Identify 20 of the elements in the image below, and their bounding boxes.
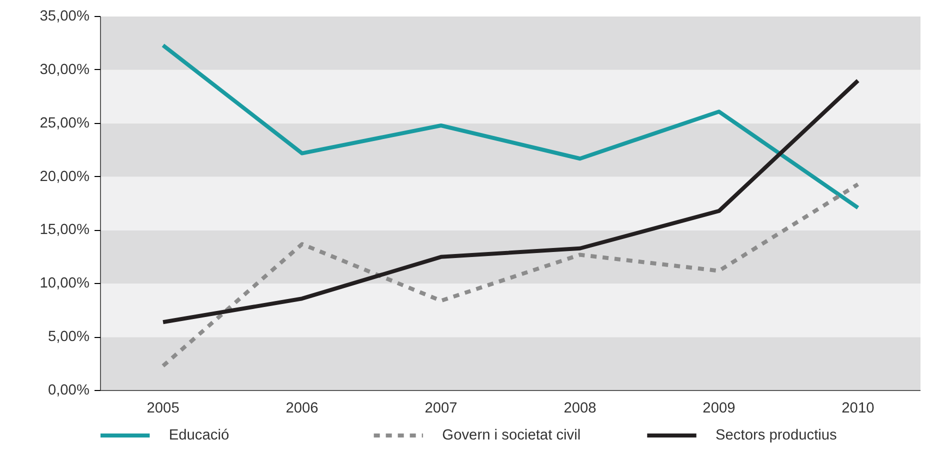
y-tick-label: 5,00% xyxy=(48,329,90,346)
y-tick-label: 0,00% xyxy=(48,382,90,398)
x-tick-label: 2008 xyxy=(564,400,596,416)
y-tick-label: 25,00% xyxy=(40,115,90,132)
x-tick-label: 2006 xyxy=(286,400,318,416)
x-tick-label: 2010 xyxy=(842,400,874,416)
y-tick-label: 10,00% xyxy=(40,276,90,292)
legend-label: Sectors productius xyxy=(716,428,837,444)
y-tick-label: 20,00% xyxy=(40,168,90,185)
legend-label: Govern i societat civil xyxy=(442,428,581,444)
y-tick-label: 35,00% xyxy=(40,8,90,24)
y-tick-label: 30,00% xyxy=(40,62,90,78)
x-tick-label: 2009 xyxy=(702,400,736,416)
line-series xyxy=(161,78,860,324)
x-tick-label: 2007 xyxy=(424,400,458,416)
x-tick-label: 2005 xyxy=(146,400,180,416)
line-series xyxy=(161,43,860,210)
line-series xyxy=(161,182,860,368)
legend-label: Educació xyxy=(168,428,230,444)
y-tick-label: 15,00% xyxy=(40,222,90,238)
